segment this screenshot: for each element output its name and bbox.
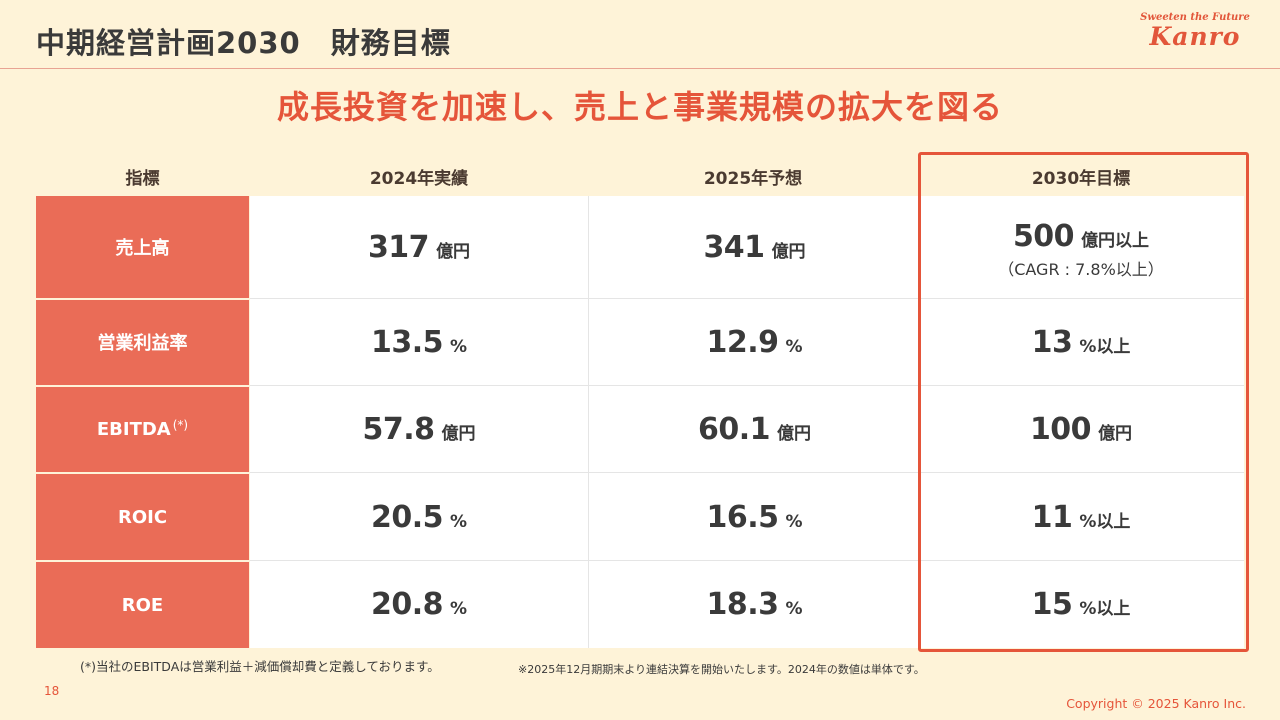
cell-roe-2030: 15 %以上 [921, 561, 1241, 648]
value-unit: % [785, 336, 803, 357]
cell-roe-2025: 18.3% [589, 561, 920, 648]
value-unit: %以上 [1079, 511, 1131, 532]
value-number: 16.5 [706, 499, 779, 535]
footnote-consolidated: ※2025年12月期期末より連結決算を開始いたします。2024年の数値は単体です… [518, 663, 925, 676]
value-unit: % [785, 511, 803, 532]
value-number: 57.8 [362, 411, 435, 447]
cell-net-sales-2025: 341 億円 [589, 196, 920, 298]
value-number: 60.1 [697, 411, 771, 447]
value-unit: 億円 [1098, 423, 1133, 444]
row-divider [250, 472, 1244, 473]
value-unit: % [785, 599, 803, 619]
value-number: 12.9 [706, 324, 779, 360]
target-2030-highlight-frame [918, 152, 1249, 652]
logo-tagline: Sweeten the Future [1140, 12, 1250, 23]
cell-roe-2024: 20.8% [250, 561, 588, 648]
row-label-net-sales: 売上高 [36, 196, 249, 298]
value-number: 20.5 [370, 499, 444, 535]
value-unit: 億円 [441, 423, 476, 444]
value-number: 100 [1029, 411, 1092, 447]
footnote-ebitda: (*)当社のEBITDAは営業利益＋減価償却費と定義しております。 [80, 659, 440, 674]
cell-operating-margin-2024: 13.5% [250, 299, 588, 385]
value-number: 11 [1031, 499, 1073, 535]
cagr-note: （CAGR : 7.8%以上） [998, 259, 1164, 279]
copyright: Copyright © 2025 Kanro Inc. [1066, 696, 1246, 711]
table-body [250, 196, 1244, 648]
value-unit: 億円 [436, 241, 471, 262]
column-header-indicator: 指標 [125, 169, 160, 189]
value-number: 500 [1012, 218, 1075, 254]
cell-net-sales-2030: 500 億円以上 （CAGR : 7.8%以上） [921, 196, 1241, 298]
value-number: 15 [1031, 587, 1073, 622]
value-unit: 億円 [771, 241, 806, 262]
indicator-column [36, 196, 249, 648]
row-label-text: EBITDA [96, 418, 171, 440]
value-unit: 億円 [777, 423, 812, 444]
value-number: 317 [367, 229, 430, 265]
value-unit: % [449, 511, 468, 532]
row-label-roe: ROE [36, 562, 249, 648]
value-number: 341 [703, 229, 765, 265]
value-number: 18.3 [706, 587, 779, 622]
value-unit: % [449, 336, 468, 357]
value-number: 20.8 [370, 587, 444, 622]
company-logo: Sweeten the Future Kanro [1140, 12, 1250, 51]
row-divider [36, 298, 249, 300]
value-unit: % [449, 599, 468, 619]
value-number: 13.5 [370, 324, 444, 360]
header-divider [0, 68, 1280, 69]
cell-roic-2025: 16.5% [589, 474, 920, 560]
row-divider [250, 560, 1244, 561]
row-label-ebitda: EBITDA (*) [36, 386, 249, 472]
value-unit: %以上 [1079, 336, 1131, 357]
row-divider [36, 472, 249, 474]
row-label-text: ROIC [117, 506, 168, 528]
cell-operating-margin-2030: 13 %以上 [921, 299, 1241, 385]
cell-net-sales-2024: 317 億円 [250, 196, 588, 298]
row-divider [250, 385, 1244, 386]
row-label-text: 売上高 [115, 238, 170, 259]
value-unit: 億円以上 [1081, 230, 1150, 251]
column-header-2025: 2025年予想 [703, 169, 803, 189]
row-label-text: 営業利益率 [97, 333, 188, 354]
cell-ebitda-2024: 57.8 億円 [250, 386, 588, 472]
row-label-text: ROE [121, 594, 164, 616]
cell-operating-margin-2025: 12.9% [589, 299, 920, 385]
row-divider [36, 560, 249, 562]
cell-ebitda-2030: 100 億円 [921, 386, 1241, 472]
column-divider [588, 196, 589, 648]
cell-ebitda-2025: 60.1 億円 [589, 386, 920, 472]
cell-roic-2030: 11 %以上 [921, 474, 1241, 560]
value-number: 13 [1031, 324, 1073, 360]
footnote-marker: (*) [172, 418, 189, 432]
page-title: 中期経営計画2030 財務目標 [36, 26, 451, 60]
value-unit: %以上 [1079, 599, 1131, 619]
slide-headline: 成長投資を加速し、売上と事業規模の拡大を図る [276, 88, 1003, 126]
logo-name: Kanro [1149, 22, 1241, 51]
row-label-roic: ROIC [36, 474, 249, 560]
cell-roic-2024: 20.5% [250, 474, 588, 560]
column-header-2030: 2030年目標 [1031, 169, 1131, 189]
column-header-2024: 2024年実績 [369, 169, 469, 189]
row-divider [36, 385, 249, 387]
page-number: 18 [44, 684, 60, 698]
row-divider [250, 298, 1244, 299]
row-label-operating-margin: 営業利益率 [36, 299, 249, 385]
